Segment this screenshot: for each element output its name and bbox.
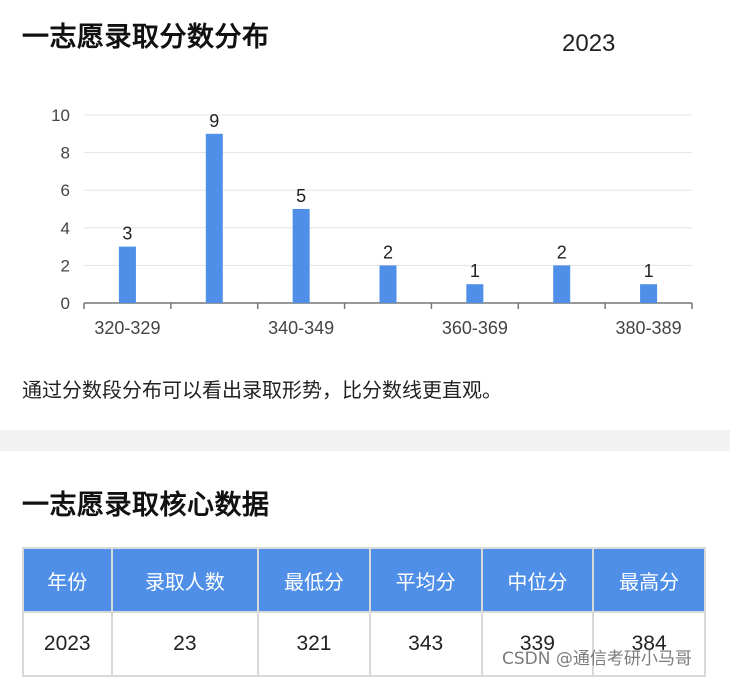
data-label: 3 xyxy=(122,224,132,244)
header-admitted-count: 录取人数 xyxy=(110,547,260,613)
data-label: 1 xyxy=(644,261,654,281)
header-median-score: 中位分 xyxy=(480,547,595,613)
data-label: 1 xyxy=(470,261,480,281)
header-year: 年份 xyxy=(22,547,113,613)
y-tick-label: 10 xyxy=(51,106,70,125)
cell-admitted-count: 23 xyxy=(110,611,260,677)
x-tick-label: 320-329 xyxy=(94,318,160,338)
header-avg-score: 平均分 xyxy=(368,547,483,613)
watermark: CSDN @通信考研小马哥 xyxy=(502,649,692,669)
section-title-core-data: 一志愿录取核心数据 xyxy=(22,490,270,521)
bar-330-339 xyxy=(205,133,223,303)
cell-min-score: 321 xyxy=(257,611,371,677)
year-label[interactable]: 2023 xyxy=(562,30,616,57)
header-max-score: 最高分 xyxy=(592,547,706,613)
data-label: 9 xyxy=(209,111,219,131)
y-tick-label: 8 xyxy=(61,144,70,163)
data-label: 2 xyxy=(383,242,393,262)
cell-max-score: 384 xyxy=(592,611,706,677)
x-tick-label: 360-369 xyxy=(442,318,508,338)
bar-320-329 xyxy=(118,246,136,303)
header-min-score: 最低分 xyxy=(257,547,371,613)
bar-340-349 xyxy=(292,209,310,303)
table-row: 2023 23 321 343 339 384 xyxy=(22,611,706,677)
section-divider xyxy=(0,430,730,451)
chart-caption: 通过分数段分布可以看出录取形势，比分数线更直观。 xyxy=(22,378,502,402)
table-header-row: 年份 录取人数 最低分 平均分 中位分 最高分 xyxy=(22,547,706,613)
data-label: 5 xyxy=(296,186,306,206)
bar-360-369 xyxy=(466,284,484,303)
cell-year: 2023 xyxy=(22,611,113,677)
y-tick-label: 4 xyxy=(61,219,70,238)
bar-370-379 xyxy=(553,265,571,303)
section-title-distribution: 一志愿录取分数分布 xyxy=(22,22,270,53)
data-label: 2 xyxy=(557,242,567,262)
bar-380-389 xyxy=(640,284,658,303)
cell-median-score: 339 xyxy=(480,611,595,677)
y-tick-label: 6 xyxy=(61,181,70,200)
score-distribution-chart: 0 2 4 6 8 10 3 9 5 2 1 2 1 320-329 340-349 360-369 380-3… xyxy=(51,106,693,338)
y-tick-label: 0 xyxy=(61,294,70,313)
core-data-table: 年份 录取人数 最低分 平均分 中位分 最高分 2023 23 321 343 … xyxy=(22,547,706,677)
bar-350-359 xyxy=(379,265,397,303)
x-tick-label: 380-389 xyxy=(616,318,682,338)
x-tick-label: 340-349 xyxy=(268,318,334,338)
y-tick-label: 2 xyxy=(61,256,70,275)
cell-avg-score: 343 xyxy=(368,611,483,677)
